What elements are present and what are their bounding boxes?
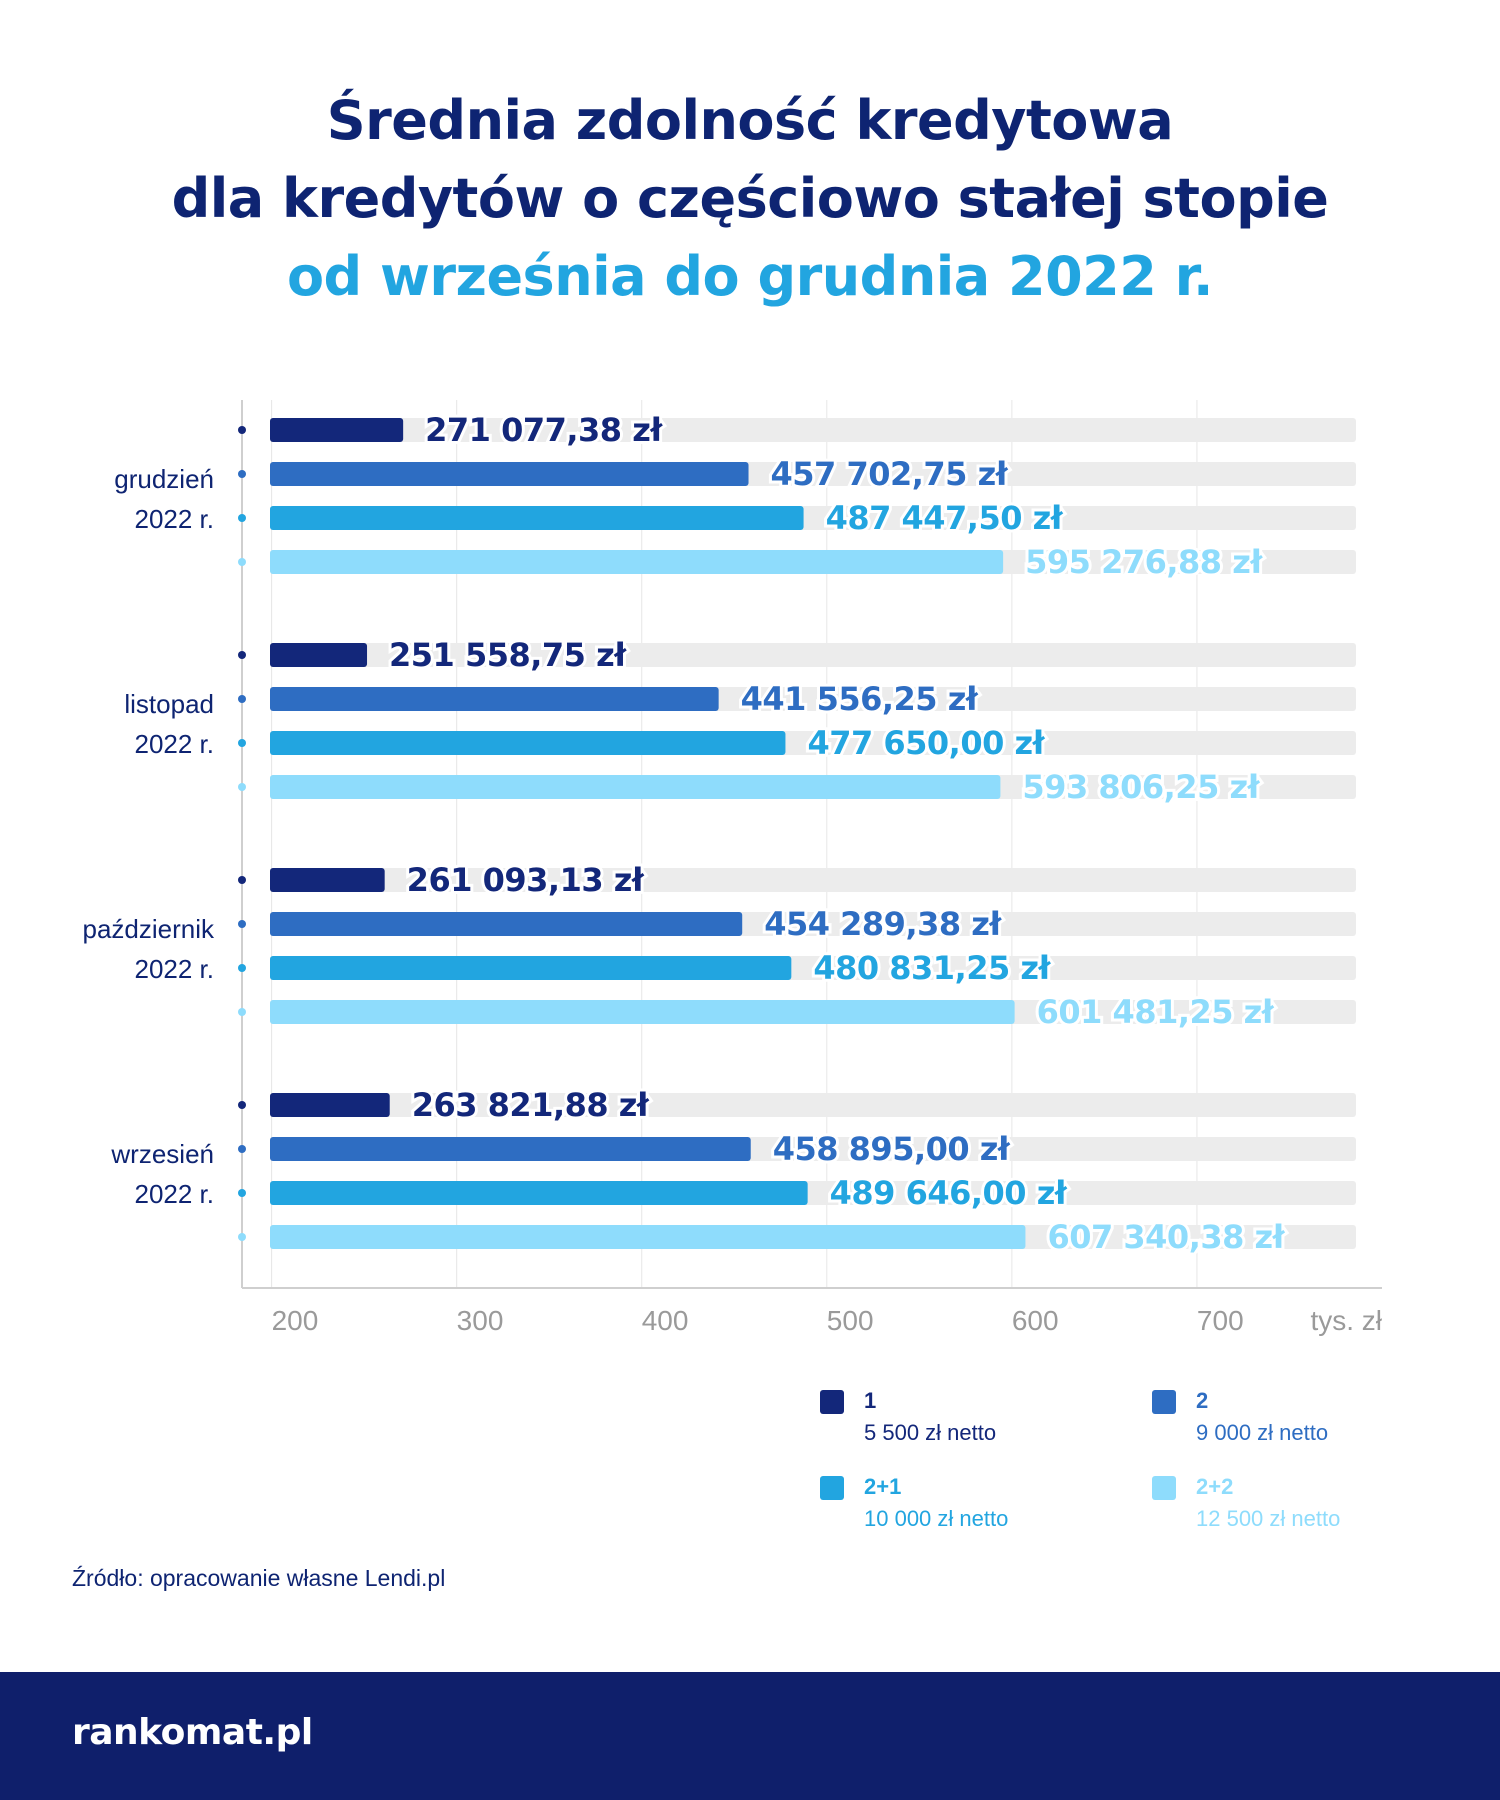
series-dot [238, 558, 246, 566]
brand-logo: rankomat.pl [72, 1712, 313, 1753]
x-tick-label: 300 [457, 1305, 504, 1336]
data-label: 480 831,25 zł [813, 949, 1051, 987]
legend-name: 2+2 [1196, 1474, 1234, 1499]
bar [270, 775, 1001, 799]
x-tick-label: 200 [272, 1305, 319, 1336]
series-dot [238, 695, 246, 703]
series-dot [238, 876, 246, 884]
title-line-2: dla kredytów o częściowo stałej stopie [171, 167, 1329, 230]
series-dot [238, 651, 246, 659]
title-line-1: Średnia zdolność kredytowa [326, 89, 1174, 152]
data-label: 595 276,88 zł [1025, 543, 1263, 581]
series-dot [238, 470, 246, 478]
bar [270, 1225, 1026, 1249]
legend-name: 2 [1196, 1388, 1209, 1413]
bar [270, 956, 792, 980]
chart-title: Średnia zdolność kredytowa dla kredytów … [0, 82, 1500, 316]
series-dot [238, 514, 246, 522]
bar [270, 731, 786, 755]
series-dot [238, 1233, 246, 1241]
series-dot [238, 964, 246, 972]
series-dot [238, 1008, 246, 1016]
bar [270, 868, 385, 892]
data-label: 457 702,75 zł [771, 455, 1009, 493]
data-label: 454 289,38 zł [764, 905, 1002, 943]
data-label: 261 093,13 zł [407, 861, 645, 899]
legend-sub: 9 000 zł netto [1196, 1420, 1329, 1445]
bar [270, 1137, 751, 1161]
bar [270, 1181, 808, 1205]
legend-swatch [1152, 1476, 1176, 1500]
bar-chart: 271 077,38 zł 457 702,75 zł 487 447,50 zł 5… [82, 400, 1383, 1336]
title-line-3: od września do grudnia 2022 r. [286, 245, 1214, 308]
category-label: 2022 r. [134, 729, 214, 759]
category-label: 2022 r. [134, 954, 214, 984]
bar-track [270, 643, 1356, 667]
data-label: 601 481,25 zł [1037, 993, 1275, 1031]
bar [270, 687, 719, 711]
bar [270, 550, 1004, 574]
bar [270, 643, 368, 667]
legend-sub: 10 000 zł netto [864, 1506, 1009, 1531]
x-tick-label: 700 [1197, 1305, 1244, 1336]
legend-sub: 12 500 zł netto [1196, 1506, 1341, 1531]
bar-track [270, 1093, 1356, 1117]
series-dot [238, 739, 246, 747]
legend-name: 1 [864, 1388, 877, 1413]
x-tick-label: 400 [642, 1305, 689, 1336]
data-label: 477 650,00 zł [807, 724, 1045, 762]
series-dot [238, 920, 246, 928]
series-dot [238, 426, 246, 434]
bar [270, 912, 743, 936]
legend-swatch [820, 1476, 844, 1500]
data-label: 487 447,50 zł [826, 499, 1064, 537]
series-dot [238, 1101, 246, 1109]
bar [270, 1093, 390, 1117]
legend-item: 2 9 000 zł netto [1152, 1386, 1392, 1466]
legend-swatch [820, 1390, 844, 1414]
data-label: 441 556,25 zł [741, 680, 979, 718]
data-label: 263 821,88 zł [412, 1086, 650, 1124]
x-tick-label: 500 [827, 1305, 874, 1336]
series-dot [238, 783, 246, 791]
data-label: 489 646,00 zł [830, 1174, 1068, 1212]
legend-name: 2+1 [864, 1474, 902, 1499]
footer-bar: rankomat.pl [0, 1672, 1500, 1800]
series-dot [238, 1145, 246, 1153]
data-label: 607 340,38 zł [1047, 1218, 1285, 1256]
category-label: październik [82, 914, 215, 944]
legend-item: 2+1 10 000 zł netto [820, 1472, 1060, 1552]
category-label: wrzesień [110, 1139, 214, 1169]
bar-track [270, 418, 1356, 442]
category-label: listopad [124, 689, 214, 719]
bar [270, 462, 749, 486]
category-label: grudzień [114, 464, 214, 494]
bar-track [270, 868, 1356, 892]
x-unit-label: tys. zł [1310, 1305, 1382, 1336]
category-label: 2022 r. [134, 504, 214, 534]
series-dot [238, 1189, 246, 1197]
bar [270, 1000, 1015, 1024]
data-label: 458 895,00 zł [773, 1130, 1011, 1168]
legend-item: 1 5 500 zł netto [820, 1386, 1060, 1466]
category-label: 2022 r. [134, 1179, 214, 1209]
legend-item: 2+2 12 500 zł netto [1152, 1472, 1392, 1552]
legend-sub: 5 500 zł netto [864, 1420, 997, 1445]
legend-swatch [1152, 1390, 1176, 1414]
bar [270, 418, 404, 442]
data-label: 251 558,75 zł [389, 636, 627, 674]
x-tick-label: 600 [1012, 1305, 1059, 1336]
source-note: Źródło: opracowanie własne Lendi.pl [72, 1565, 446, 1591]
data-label: 271 077,38 zł [425, 411, 663, 449]
data-label: 593 806,25 zł [1022, 768, 1260, 806]
bar [270, 506, 804, 530]
